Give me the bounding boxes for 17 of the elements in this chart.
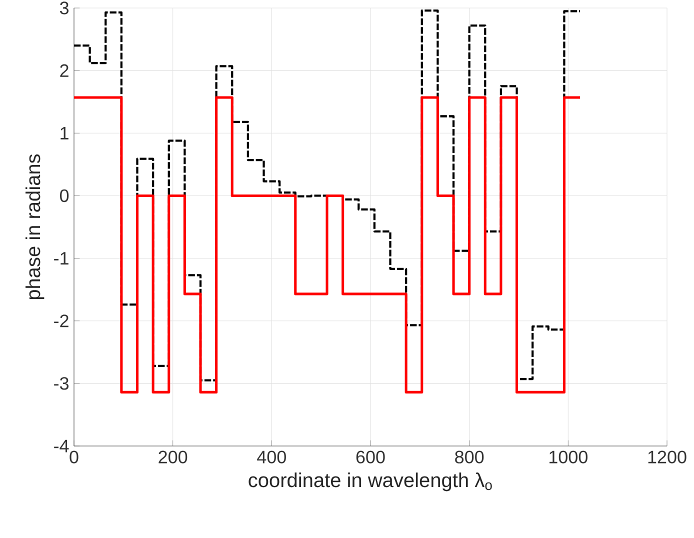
x-tick-label: 400 — [257, 450, 286, 464]
y-tick-label: 2 — [60, 64, 68, 77]
x-tick-label: 800 — [455, 450, 484, 464]
y-tick-label: -1 — [54, 252, 68, 264]
y-tick-label: -2 — [54, 314, 68, 328]
x-tick-label: 1200 — [648, 450, 686, 464]
x-tick-label: 0 — [70, 450, 78, 464]
y-tick-label: 0 — [60, 189, 69, 202]
y-tick-label: 3 — [60, 2, 69, 14]
x-tick-label: 200 — [158, 450, 188, 464]
y-tick-label: -3 — [54, 377, 69, 390]
y-tick-label: 1 — [60, 126, 68, 140]
y-axis-title: phase in radians — [26, 154, 44, 300]
x-axis-title: coordinate in wavelength λ$_{o}$ — [248, 472, 492, 492]
x-tick-label: 1000 — [550, 450, 588, 464]
x-tick-label: 600 — [356, 450, 385, 464]
y-tick-label: -4 — [54, 440, 69, 452]
